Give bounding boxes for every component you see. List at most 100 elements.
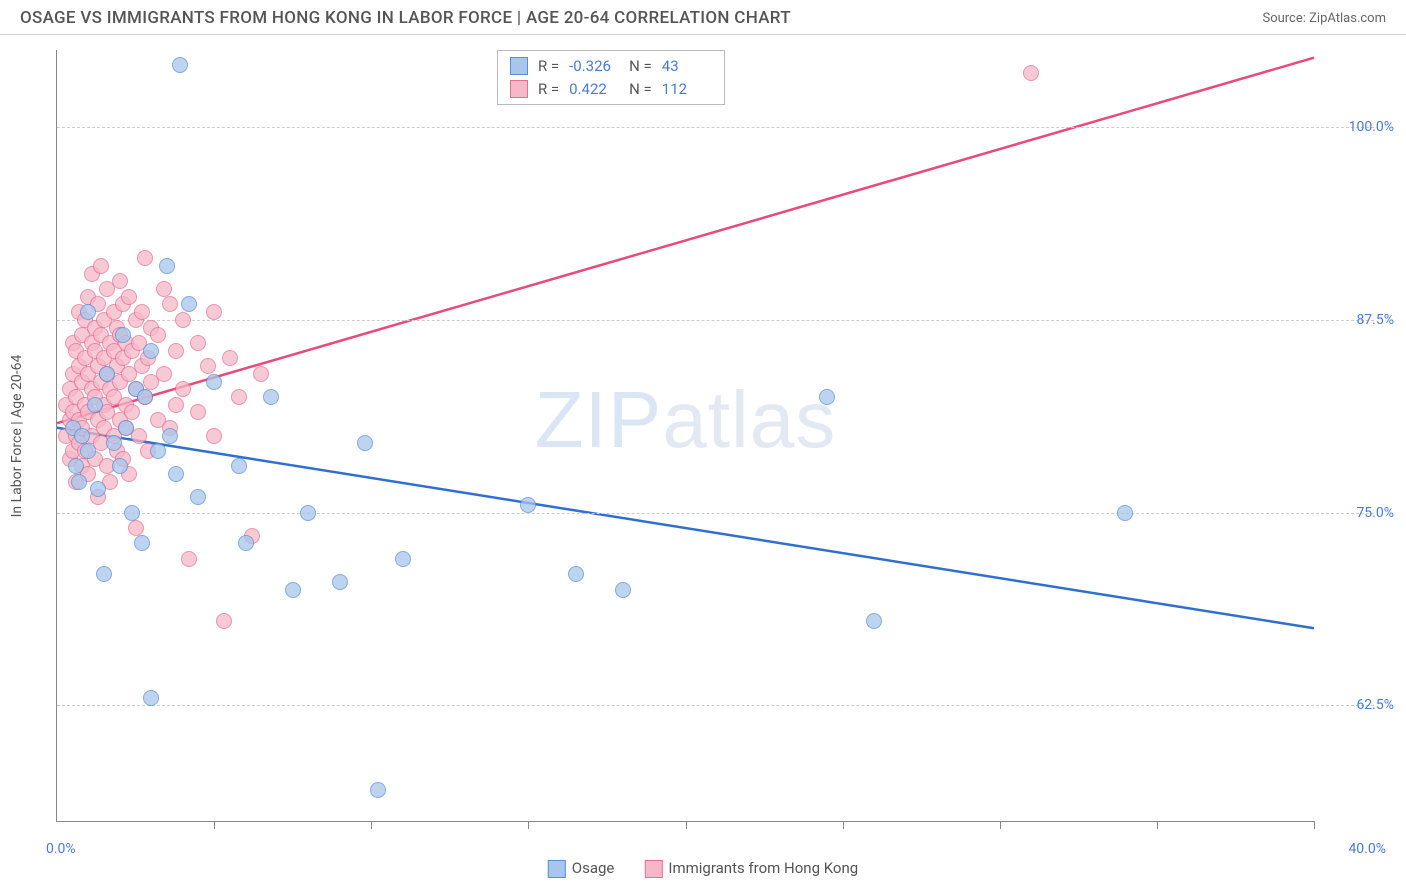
data-point-osage <box>866 613 882 629</box>
data-point-hk <box>162 296 178 312</box>
data-point-hk <box>253 366 269 382</box>
data-point-osage <box>615 582 631 598</box>
stats-n-label: N = <box>629 78 652 101</box>
data-point-osage <box>357 435 373 451</box>
data-point-osage <box>137 389 153 405</box>
x-tick <box>843 821 844 829</box>
y-tick-label: 75.0% <box>1324 505 1394 521</box>
x-axis-min-label: 0.0% <box>46 841 76 857</box>
data-point-osage <box>80 443 96 459</box>
data-point-hk <box>134 304 150 320</box>
stats-r-label: R = <box>538 78 559 101</box>
data-point-hk <box>156 366 172 382</box>
x-axis-max-label: 40.0% <box>1348 841 1386 857</box>
x-tick <box>1000 821 1001 829</box>
data-point-hk <box>175 381 191 397</box>
data-point-hk <box>121 289 137 305</box>
data-point-osage <box>87 397 103 413</box>
data-point-osage <box>71 474 87 490</box>
bottom-legend: Osage Immigrants from Hong Kong <box>548 859 858 878</box>
stats-r-value-hk: 0.422 <box>569 78 619 101</box>
data-point-osage <box>99 366 115 382</box>
gridline-h <box>57 127 1374 128</box>
data-point-osage <box>520 497 536 513</box>
data-point-osage <box>206 374 222 390</box>
x-tick <box>1157 821 1158 829</box>
plot-area: In Labor Force | Age 20-64 ZIPatlas R = … <box>56 50 1314 822</box>
x-tick <box>528 821 529 829</box>
data-point-hk <box>112 273 128 289</box>
data-point-osage <box>80 304 96 320</box>
data-point-hk <box>93 258 109 274</box>
data-point-osage <box>96 566 112 582</box>
chart-container: OSAGE VS IMMIGRANTS FROM HONG KONG IN LA… <box>0 0 1406 892</box>
data-point-osage <box>300 505 316 521</box>
trend-line-osage <box>57 428 1314 628</box>
data-point-hk <box>150 327 166 343</box>
stats-n-value-hk: 112 <box>662 78 712 101</box>
swatch-hk <box>510 80 528 98</box>
legend-label-hk: Immigrants from Hong Kong <box>668 859 858 877</box>
data-point-hk <box>175 312 191 328</box>
y-tick-label: 62.5% <box>1324 697 1394 713</box>
data-point-osage <box>150 443 166 459</box>
data-point-osage <box>370 782 386 798</box>
data-point-osage <box>168 466 184 482</box>
data-point-osage <box>172 57 188 73</box>
data-point-osage <box>159 258 175 274</box>
y-axis-label: In Labor Force | Age 20-64 <box>9 354 25 517</box>
chart-title: OSAGE VS IMMIGRANTS FROM HONG KONG IN LA… <box>20 8 791 28</box>
x-tick <box>371 821 372 829</box>
data-point-osage <box>143 343 159 359</box>
data-point-osage <box>231 458 247 474</box>
data-point-osage <box>395 551 411 567</box>
stats-n-label: N = <box>629 55 652 78</box>
data-point-hk <box>231 389 247 405</box>
data-point-osage <box>143 690 159 706</box>
data-point-hk <box>156 281 172 297</box>
chart-header: OSAGE VS IMMIGRANTS FROM HONG KONG IN LA… <box>0 0 1406 35</box>
data-point-osage <box>112 458 128 474</box>
gridline-h <box>57 513 1374 514</box>
data-point-hk <box>200 358 216 374</box>
data-point-osage <box>263 389 279 405</box>
correlation-stats-box: R = -0.326 N = 43 R = 0.422 N = 112 <box>497 50 725 105</box>
stats-row-osage: R = -0.326 N = 43 <box>510 55 712 78</box>
data-point-osage <box>238 535 254 551</box>
data-point-hk <box>206 428 222 444</box>
data-point-hk <box>181 551 197 567</box>
data-point-osage <box>1117 505 1133 521</box>
data-point-hk <box>124 404 140 420</box>
data-point-osage <box>118 420 134 436</box>
data-point-hk <box>168 343 184 359</box>
data-point-osage <box>134 535 150 551</box>
data-point-osage <box>181 296 197 312</box>
stats-r-label: R = <box>538 55 559 78</box>
data-point-hk <box>1023 65 1039 81</box>
legend-item-hk: Immigrants from Hong Kong <box>644 859 858 878</box>
legend-label-osage: Osage <box>572 859 615 877</box>
trend-line-hk <box>57 58 1314 423</box>
x-tick <box>1314 821 1315 829</box>
legend-swatch-osage <box>548 860 566 878</box>
x-tick <box>686 821 687 829</box>
data-point-hk <box>168 397 184 413</box>
data-point-hk <box>128 520 144 536</box>
data-point-hk <box>206 304 222 320</box>
data-point-osage <box>190 489 206 505</box>
data-point-osage <box>115 327 131 343</box>
data-point-hk <box>190 335 206 351</box>
swatch-osage <box>510 57 528 75</box>
data-point-hk <box>216 613 232 629</box>
data-point-hk <box>190 404 206 420</box>
source-label: Source: ZipAtlas.com <box>1262 11 1386 26</box>
legend-swatch-hk <box>644 860 662 878</box>
data-point-osage <box>68 458 84 474</box>
data-point-osage <box>568 566 584 582</box>
data-point-osage <box>90 481 106 497</box>
x-tick <box>214 821 215 829</box>
stats-n-value-osage: 43 <box>662 55 712 78</box>
data-point-osage <box>285 582 301 598</box>
data-point-osage <box>106 435 122 451</box>
stats-row-hk: R = 0.422 N = 112 <box>510 78 712 101</box>
